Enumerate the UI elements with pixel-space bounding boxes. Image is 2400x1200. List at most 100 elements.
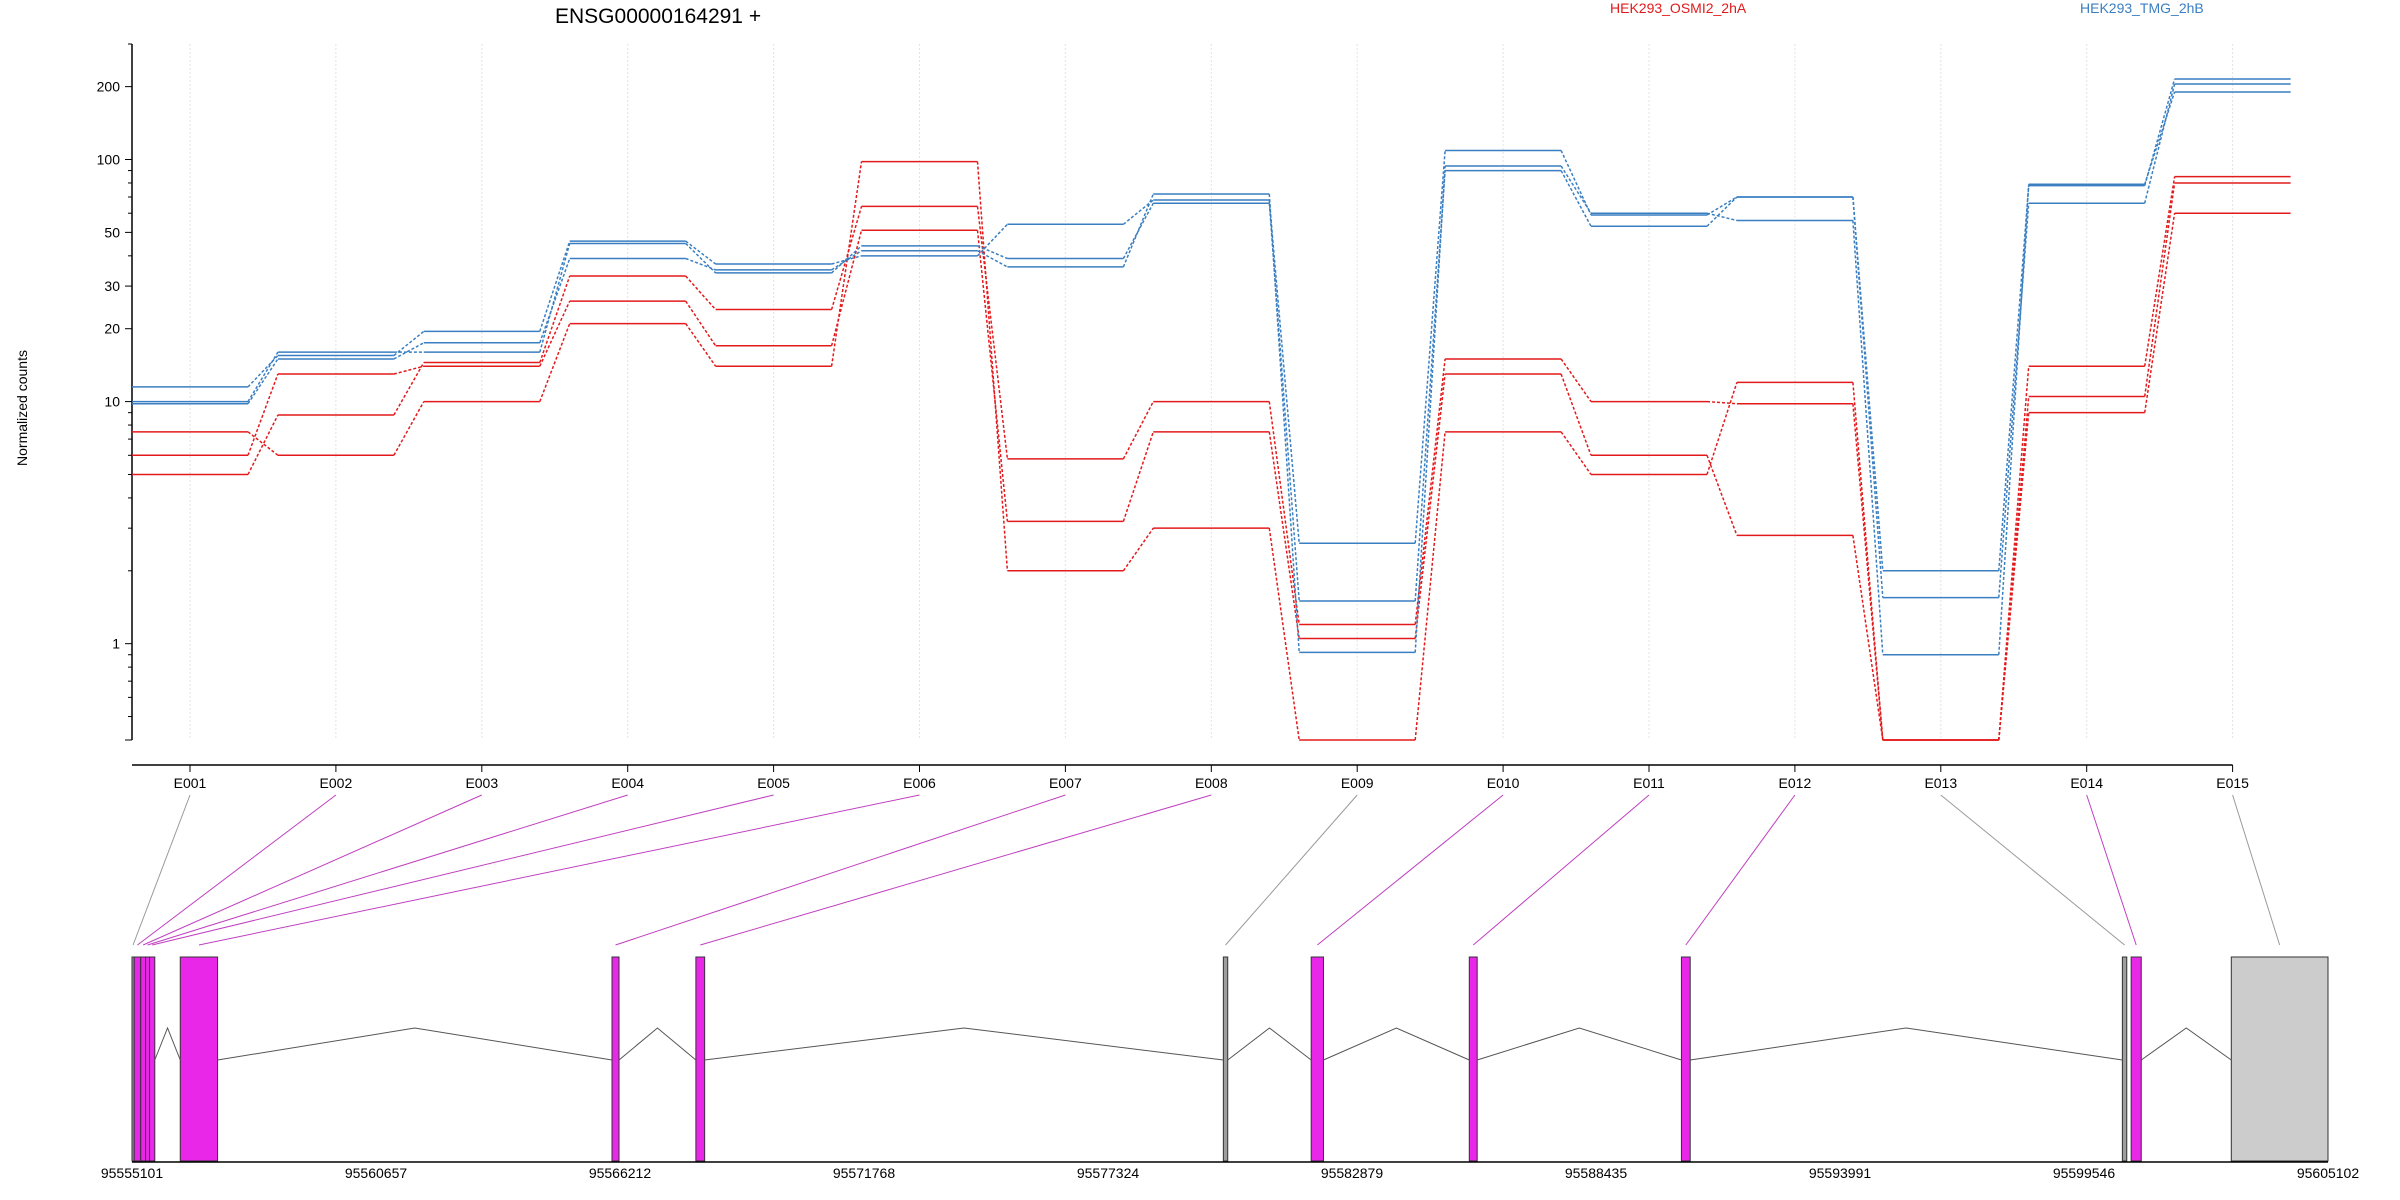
- y-axis-label: Normalized counts: [14, 350, 30, 466]
- data-transition: [1998, 185, 2030, 571]
- data-transition: [539, 275, 571, 363]
- intron-line: [1477, 1027, 1682, 1061]
- data-transition: [247, 373, 279, 456]
- data-transition: [247, 431, 279, 456]
- data-transition: [1414, 170, 1446, 602]
- intron-line: [1227, 1027, 1312, 1061]
- data-transition: [393, 365, 424, 375]
- y-tick-label: 30: [104, 278, 120, 294]
- y-tick-label: 20: [104, 321, 120, 337]
- data-transition: [976, 223, 1008, 257]
- exon-box: [611, 956, 620, 1162]
- x-tick-label: E015: [2216, 775, 2249, 791]
- data-transition: [1998, 184, 2030, 655]
- data-transition: [1268, 401, 1300, 625]
- x-tick-label: E009: [1341, 775, 1374, 791]
- exon-box: [2130, 956, 2142, 1162]
- intron-line: [154, 1026, 181, 1061]
- y-tick-label: 200: [97, 79, 121, 95]
- exon-connector: [142, 794, 483, 946]
- vertical-gridlines: [189, 44, 2234, 740]
- data-transition: [1706, 196, 1738, 227]
- x-tick-label: E004: [611, 775, 644, 791]
- data-transition: [1852, 196, 1884, 598]
- exon-connector: [137, 794, 337, 946]
- intron-line: [618, 1027, 697, 1061]
- data-transition: [2143, 78, 2176, 186]
- x-tick-label: E011: [1633, 775, 1665, 791]
- data-transition: [1268, 193, 1300, 653]
- data-transition: [393, 401, 425, 456]
- exon-box: [1680, 956, 1691, 1162]
- intron-line: [217, 1027, 613, 1061]
- data-transition: [1122, 202, 1154, 259]
- data-transition: [1706, 212, 1738, 222]
- exon-connector: [1225, 794, 1358, 946]
- coordinate-label: 95593991: [1809, 1165, 1872, 1181]
- intron-line: [1690, 1027, 2123, 1061]
- data-transition: [1560, 431, 1592, 475]
- coordinate-label: 95588435: [1565, 1165, 1628, 1181]
- exon-connector: [152, 794, 774, 946]
- data-transition: [1706, 196, 1738, 216]
- x-axis: E001 E002 E003 E004 E005 E006 E007 E008 E009 E010…: [132, 764, 2249, 791]
- data-transition: [685, 323, 717, 367]
- data-transition: [1852, 535, 1884, 741]
- data-transition: [539, 258, 571, 343]
- data-transition: [539, 240, 571, 332]
- legend-osmi2: HEK293_OSMI2_2hA: [1610, 0, 1747, 16]
- x-tick-label: E014: [2070, 775, 2103, 791]
- x-tick-label: E007: [1049, 775, 1082, 791]
- data-transition: [1998, 396, 2030, 741]
- y-tick-label: 1: [112, 636, 120, 652]
- exon-connector: [132, 794, 191, 946]
- exon-connector: [700, 794, 1212, 946]
- exon-box: [149, 956, 156, 1162]
- exon-connector: [198, 794, 920, 946]
- x-tick-label: E002: [320, 775, 353, 791]
- data-transition: [247, 414, 279, 475]
- series-HEK293_TMG_2hB: [132, 83, 2291, 602]
- data-transition: [1414, 150, 1446, 544]
- intron-line: [704, 1027, 1224, 1061]
- data-transition: [1414, 165, 1446, 653]
- coordinate-label: 95599546: [2053, 1165, 2116, 1181]
- exon-connector: [1685, 794, 1796, 946]
- data-transition: [977, 250, 1008, 268]
- exon-connector: [1940, 794, 2125, 946]
- y-tick-label: 100: [97, 152, 121, 168]
- data-transition: [1560, 150, 1592, 216]
- coordinate-label: 95555101: [101, 1165, 164, 1181]
- coordinate-label: 95566212: [589, 1165, 652, 1181]
- x-tick-label: E003: [465, 775, 498, 791]
- data-transition: [1998, 203, 2030, 598]
- exon-box: [140, 956, 147, 1162]
- data-transition: [1268, 528, 1300, 741]
- coordinate-label: 95571768: [833, 1165, 896, 1181]
- exon-connector: [2086, 794, 2137, 946]
- y-tick-label: 10: [104, 394, 120, 410]
- data-transition: [1268, 199, 1300, 544]
- exon-box: [179, 956, 219, 1162]
- data-transition: [393, 362, 425, 416]
- exon-box: [2121, 956, 2128, 1162]
- y-tick-label: 50: [104, 224, 120, 240]
- data-transition: [830, 206, 863, 310]
- data-transition: [831, 245, 863, 274]
- series-HEK293_OSMI2_2hA: [132, 175, 2291, 741]
- data-transition: [2143, 176, 2176, 367]
- data-transition: [1414, 373, 1446, 639]
- data-transition: [1414, 358, 1446, 625]
- x-tick-label: E001: [174, 775, 207, 791]
- exon-connector: [1317, 794, 1504, 946]
- coordinate-label: 95582879: [1321, 1165, 1384, 1181]
- data-transition: [1560, 358, 1592, 403]
- series-HEK293_OSMI2_2hA: [132, 182, 2291, 741]
- exon-connectors: [132, 794, 2281, 946]
- data-transition: [1706, 382, 1738, 475]
- legend-tmg: HEK293_TMG_2hB: [2080, 0, 2204, 16]
- series-lines: [132, 78, 2291, 741]
- data-transition: [1706, 455, 1738, 536]
- data-transition: [393, 342, 425, 360]
- data-transition: [539, 323, 571, 402]
